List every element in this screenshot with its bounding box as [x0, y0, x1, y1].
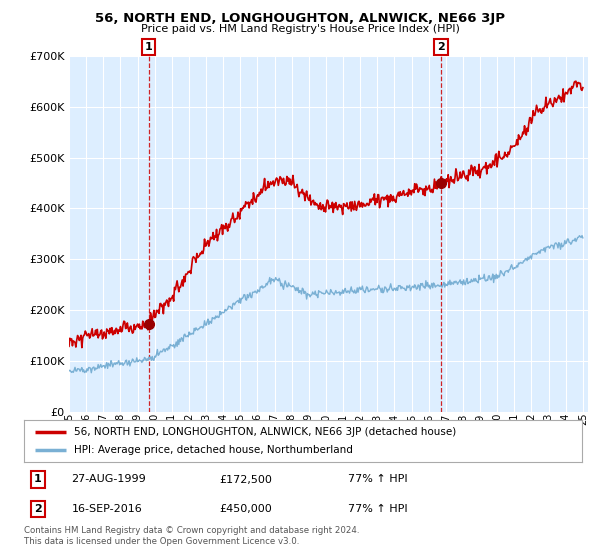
Text: 77% ↑ HPI: 77% ↑ HPI	[347, 474, 407, 484]
Text: £172,500: £172,500	[220, 474, 272, 484]
Text: £450,000: £450,000	[220, 504, 272, 514]
Text: 27-AUG-1999: 27-AUG-1999	[71, 474, 146, 484]
Text: 2: 2	[437, 42, 445, 52]
Text: 1: 1	[145, 42, 152, 52]
Text: HPI: Average price, detached house, Northumberland: HPI: Average price, detached house, Nort…	[74, 445, 353, 455]
Text: 2: 2	[34, 504, 42, 514]
Text: 56, NORTH END, LONGHOUGHTON, ALNWICK, NE66 3JP: 56, NORTH END, LONGHOUGHTON, ALNWICK, NE…	[95, 12, 505, 25]
Text: Price paid vs. HM Land Registry's House Price Index (HPI): Price paid vs. HM Land Registry's House …	[140, 24, 460, 34]
Text: Contains HM Land Registry data © Crown copyright and database right 2024.
This d: Contains HM Land Registry data © Crown c…	[24, 526, 359, 546]
Text: 1: 1	[34, 474, 42, 484]
Text: 16-SEP-2016: 16-SEP-2016	[71, 504, 142, 514]
Text: 56, NORTH END, LONGHOUGHTON, ALNWICK, NE66 3JP (detached house): 56, NORTH END, LONGHOUGHTON, ALNWICK, NE…	[74, 427, 457, 437]
Text: 77% ↑ HPI: 77% ↑ HPI	[347, 504, 407, 514]
